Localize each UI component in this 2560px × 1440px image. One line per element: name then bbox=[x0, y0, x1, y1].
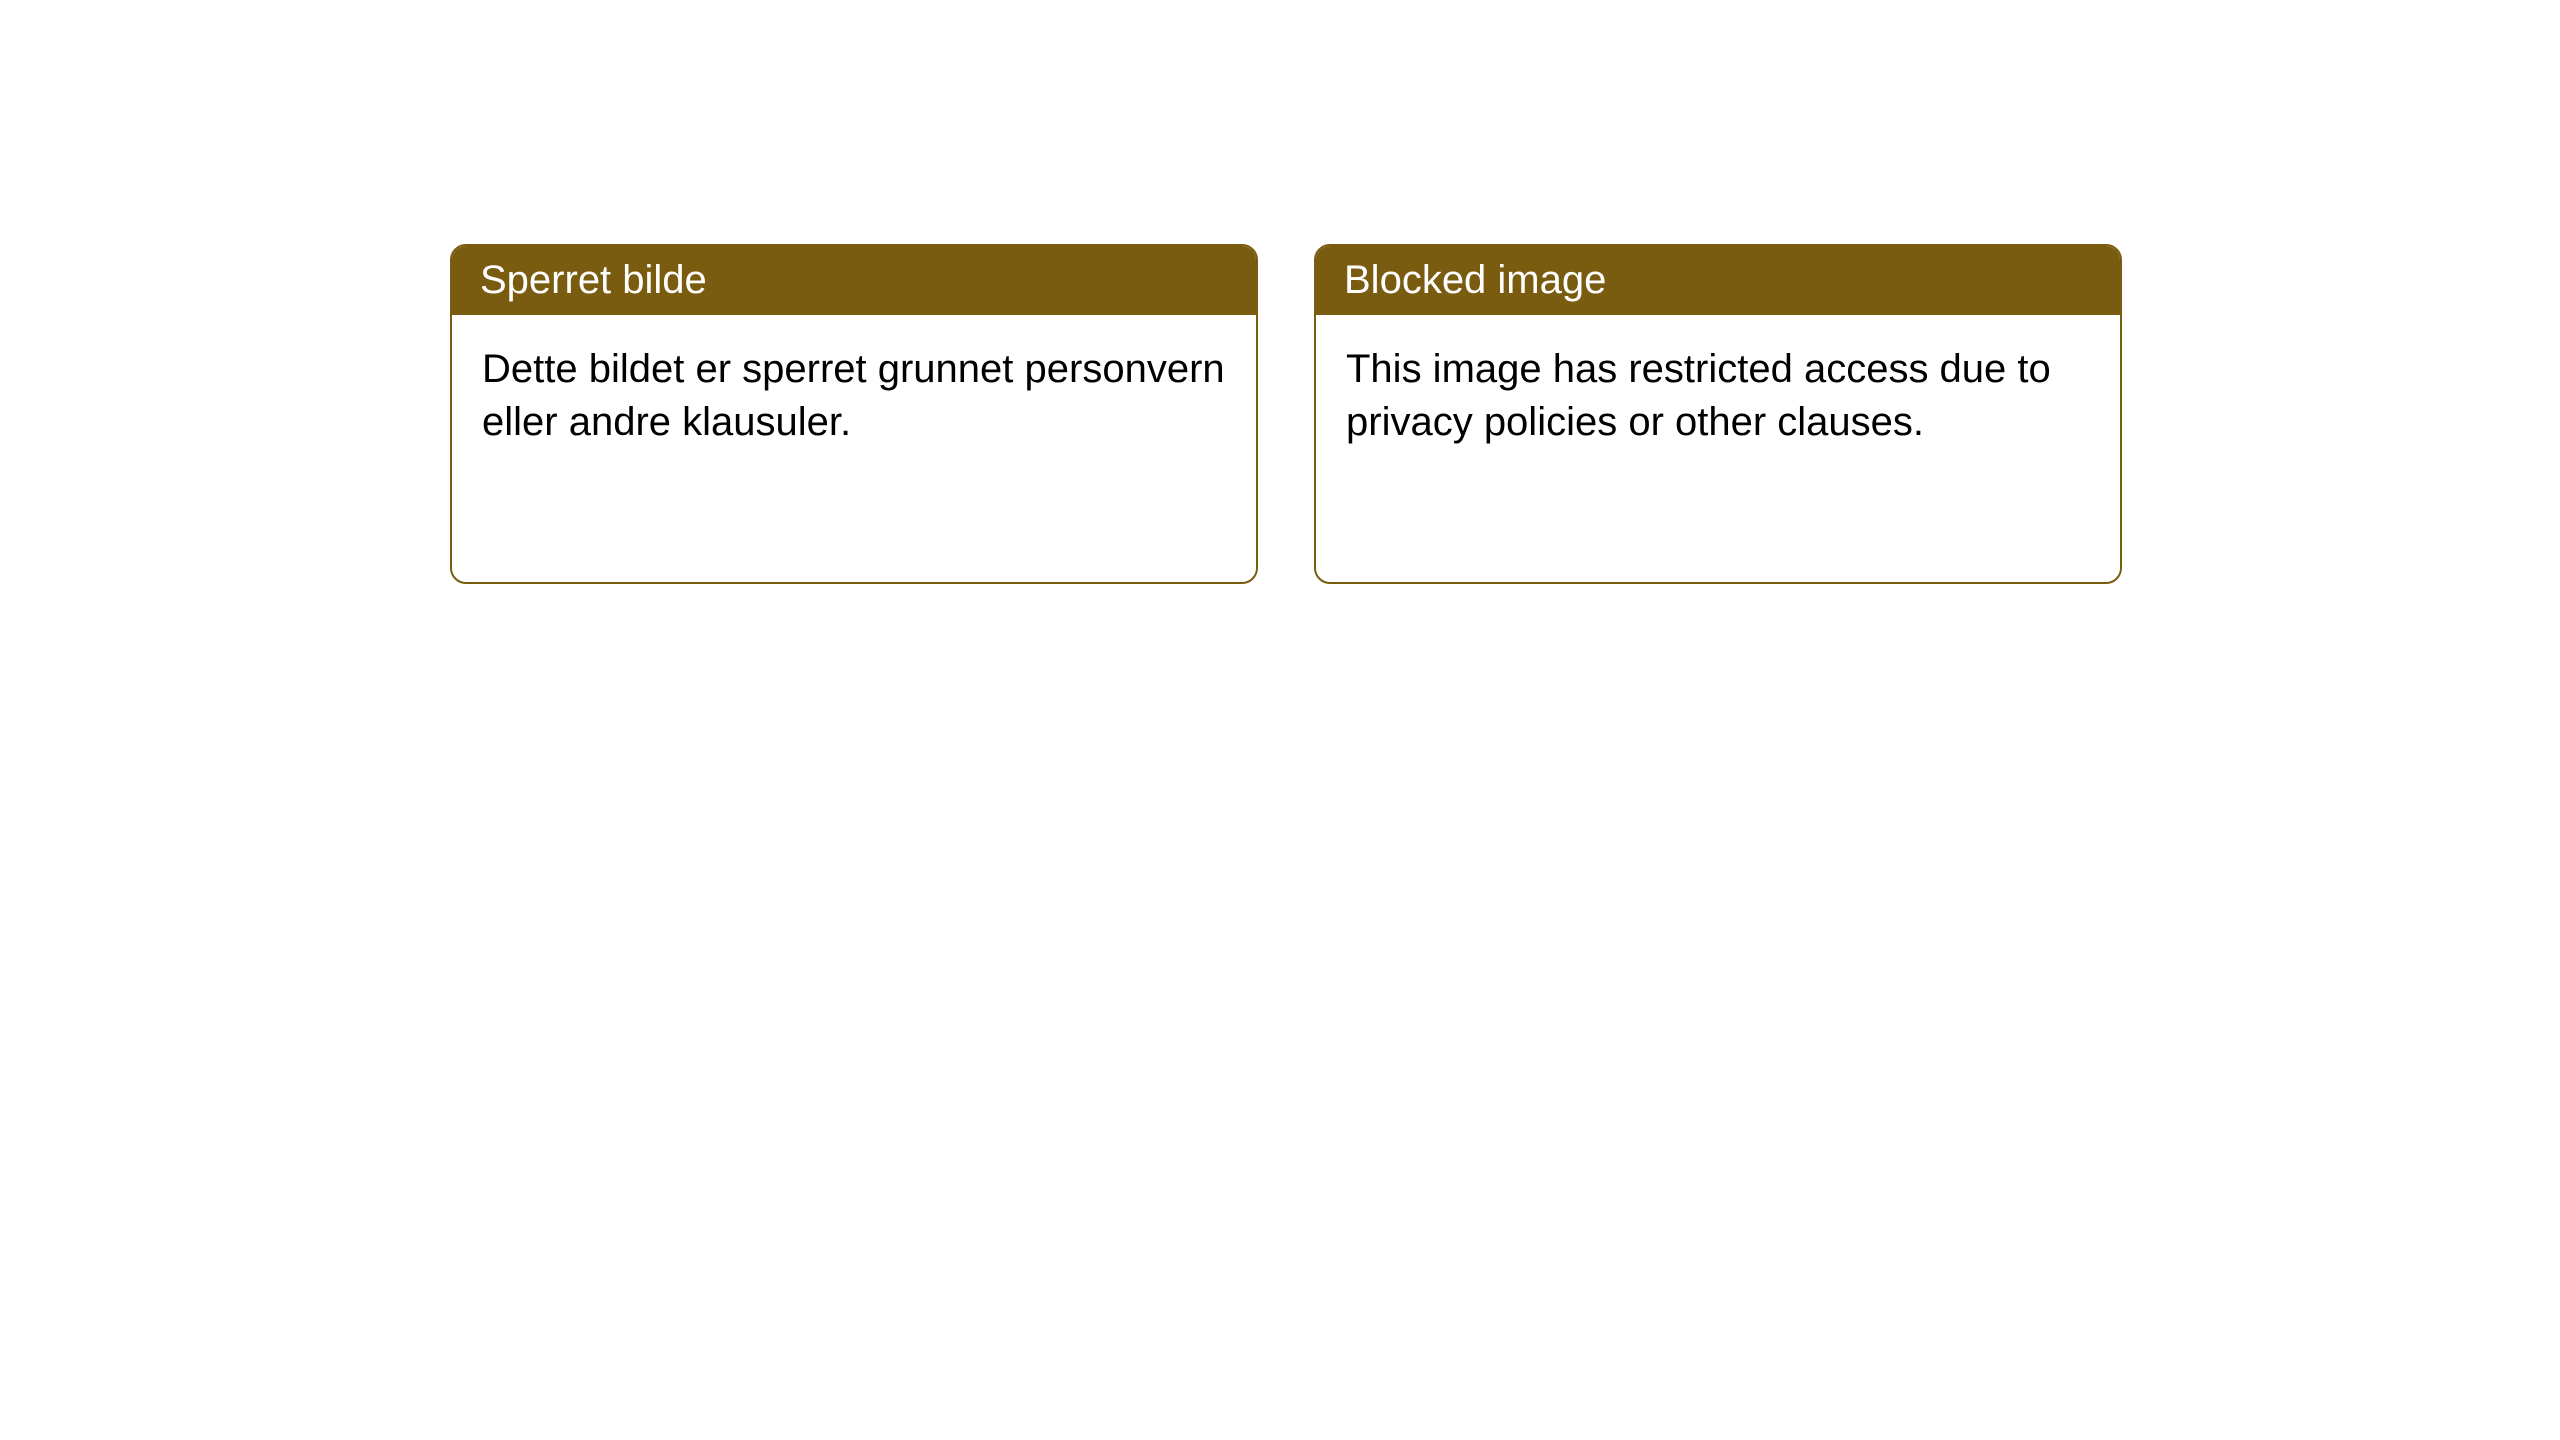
notice-card-english: Blocked image This image has restricted … bbox=[1314, 244, 2122, 584]
card-body-english: This image has restricted access due to … bbox=[1316, 315, 2120, 477]
card-title-norwegian: Sperret bilde bbox=[452, 246, 1256, 315]
card-title-english: Blocked image bbox=[1316, 246, 2120, 315]
notice-card-norwegian: Sperret bilde Dette bildet er sperret gr… bbox=[450, 244, 1258, 584]
card-body-norwegian: Dette bildet er sperret grunnet personve… bbox=[452, 315, 1256, 477]
notice-cards-container: Sperret bilde Dette bildet er sperret gr… bbox=[450, 244, 2122, 584]
